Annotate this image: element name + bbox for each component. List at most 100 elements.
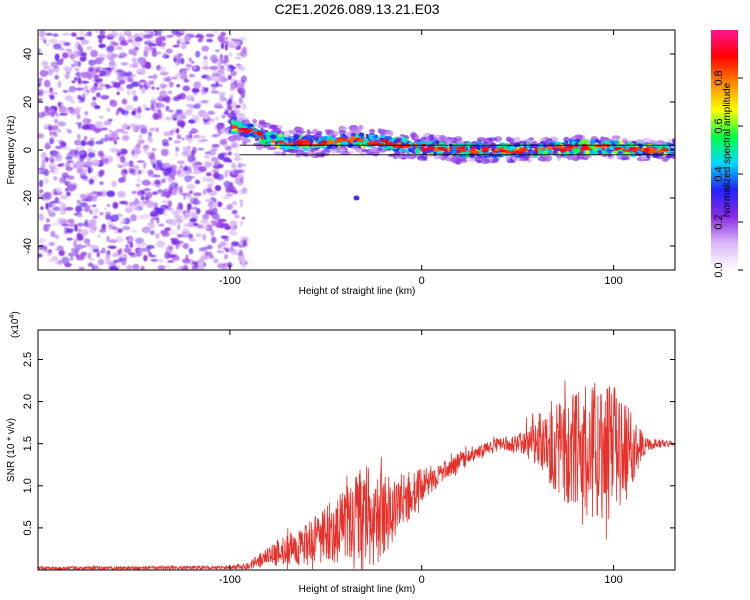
noise-cell — [119, 155, 126, 163]
noise-cell — [223, 180, 231, 188]
noise-cell — [190, 171, 200, 175]
noise-cell — [107, 33, 114, 37]
noise-cell — [242, 102, 247, 111]
noise-cell — [71, 32, 77, 37]
noise-cell — [182, 243, 189, 250]
noise-cell — [201, 45, 210, 52]
ridge-peak-cell — [357, 139, 365, 142]
noise-cell — [203, 154, 210, 159]
noise-cell — [131, 148, 136, 152]
ridge-halo-cell — [348, 150, 354, 154]
noise-cell — [235, 63, 242, 67]
noise-cell — [204, 87, 209, 93]
ridge-peak-cell — [601, 147, 606, 151]
noise-cell — [50, 111, 58, 115]
ridge-peak-cell — [471, 146, 477, 150]
noise-cell — [84, 111, 89, 116]
noise-cell — [150, 103, 155, 111]
noise-cell — [141, 214, 151, 219]
noise-cell — [64, 206, 74, 211]
noise-cell — [136, 81, 143, 87]
noise-cell — [211, 143, 220, 148]
noise-cell — [238, 97, 243, 105]
noise-cell — [170, 110, 178, 118]
noise-cell — [116, 69, 124, 73]
ridge-halo-cell — [468, 157, 476, 162]
noise-cell — [117, 191, 126, 198]
noise-cell — [179, 92, 186, 100]
ridge-peak-cell — [433, 148, 440, 152]
ridge-core-cell — [368, 134, 374, 138]
noise-cell — [237, 252, 244, 256]
noise-cell — [121, 98, 128, 105]
noise-cell — [102, 67, 107, 71]
ridge-peak-cell — [643, 147, 650, 151]
noise-cell — [188, 247, 194, 255]
noise-cell — [38, 77, 43, 81]
ridge-peak-cell — [277, 140, 285, 144]
noise-cell — [118, 52, 128, 58]
noise-cell — [131, 172, 140, 177]
noise-cell — [179, 72, 186, 80]
noise-cell — [210, 54, 218, 63]
noise-cell — [79, 252, 87, 259]
noise-cell — [85, 141, 93, 146]
noise-cell — [66, 50, 73, 57]
noise-cell — [56, 187, 62, 193]
noise-cell — [125, 244, 130, 248]
noise-cell — [146, 200, 155, 209]
noise-cell — [132, 263, 140, 270]
noise-cell — [167, 200, 173, 208]
noise-cell — [66, 191, 71, 197]
ridge-core-cell — [358, 132, 364, 138]
noise-cell — [140, 265, 145, 270]
noise-cell — [143, 162, 147, 169]
heatmap-x-tick-label: 0 — [419, 275, 425, 287]
noise-cell — [186, 64, 194, 68]
colorbar-tick-label: 0.8 — [713, 70, 725, 85]
noise-cell — [154, 179, 161, 185]
noise-cell — [173, 96, 181, 102]
noise-cell — [149, 127, 156, 132]
noise-cell — [225, 248, 230, 253]
colorbar-tick-label: 0.0 — [713, 262, 725, 277]
noise-cell — [206, 187, 213, 193]
noise-cell — [145, 144, 150, 149]
noise-cell — [147, 221, 156, 229]
noise-cell — [208, 149, 217, 156]
noise-cell — [193, 197, 199, 205]
noise-cell — [39, 179, 44, 188]
noise-cell — [158, 223, 165, 227]
noise-cell — [188, 211, 198, 217]
noise-cell — [201, 253, 205, 258]
noise-cell — [90, 101, 96, 108]
noise-cell — [131, 40, 141, 48]
noise-cell — [177, 111, 184, 116]
noise-region — [38, 30, 250, 270]
noise-cell — [219, 94, 226, 102]
ridge-core-cell — [246, 123, 254, 128]
noise-cell — [80, 39, 90, 45]
noise-cell — [224, 62, 229, 66]
noise-cell — [206, 75, 212, 82]
noise-cell — [106, 190, 115, 197]
noise-cell — [57, 163, 63, 167]
ridge-core-cell — [580, 150, 584, 155]
ridge-peak-cell — [326, 141, 335, 145]
noise-cell — [118, 79, 126, 85]
noise-cell — [226, 170, 230, 174]
noise-cell — [175, 209, 183, 214]
noise-cell — [90, 49, 98, 58]
ridge-peak-cell — [552, 147, 558, 151]
noise-cell — [99, 211, 104, 216]
noise-cell — [67, 183, 76, 192]
ridge-peak-cell — [250, 128, 254, 132]
noise-cell — [88, 66, 94, 72]
noise-cell — [107, 52, 113, 57]
ridge-core-cell — [538, 143, 544, 149]
noise-cell — [187, 154, 194, 163]
noise-cell — [241, 216, 245, 220]
noise-cell — [75, 153, 80, 161]
ridge-core-cell — [589, 151, 595, 155]
noise-cell — [157, 258, 164, 263]
